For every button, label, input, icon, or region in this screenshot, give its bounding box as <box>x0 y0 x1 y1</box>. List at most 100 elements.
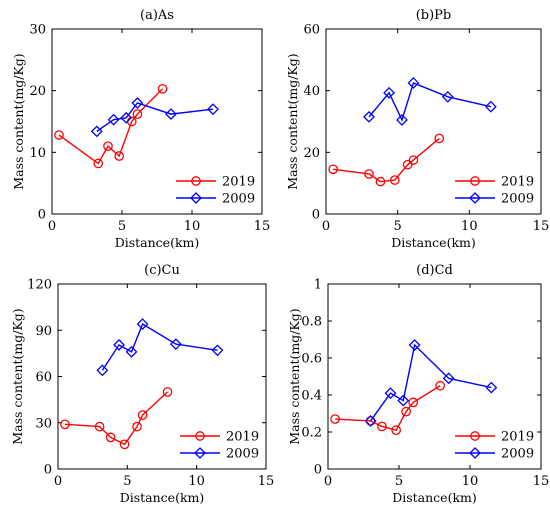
data-point-2009 <box>96 364 109 377</box>
legend-label-2009: 2009 <box>222 192 255 207</box>
data-point-2019 <box>364 169 374 179</box>
series-2009 <box>364 339 498 427</box>
legend-marker-2009 <box>194 447 206 459</box>
data-point-2009 <box>442 372 455 385</box>
series-line-2019 <box>58 88 164 165</box>
y-axis-label: Mass content(mg/Kg) <box>287 308 302 444</box>
data-point-2009 <box>136 318 149 331</box>
data-point-2019 <box>54 130 64 140</box>
data-point-2009 <box>484 100 497 113</box>
legend-marker-2009 <box>469 192 481 204</box>
series-2019 <box>54 83 168 169</box>
panel-title: (b)Pb <box>416 8 452 23</box>
x-axis-label: Distance(km) <box>392 490 477 505</box>
series-2019 <box>60 387 173 450</box>
data-point-2009 <box>107 113 120 126</box>
y-tick-label: 1 <box>314 278 322 293</box>
data-point-2009 <box>408 339 421 351</box>
legend-label-2019: 2019 <box>222 175 255 190</box>
series-line-2009 <box>370 343 492 422</box>
series-2009 <box>90 97 219 138</box>
series-line-2009 <box>101 323 218 371</box>
data-point-2009 <box>125 345 138 358</box>
data-point-2019 <box>328 164 339 175</box>
y-tick-label: 20 <box>303 146 320 161</box>
data-point-2019 <box>94 421 105 432</box>
x-tick-label: 15 <box>254 219 271 234</box>
series-2009 <box>363 77 497 126</box>
y-tick-label: 120 <box>27 278 52 293</box>
data-point-2009 <box>131 97 144 109</box>
x-tick-label: 15 <box>258 474 275 489</box>
x-tick-label: 10 <box>461 219 478 234</box>
data-point-2019 <box>408 155 419 165</box>
series-line-2019 <box>333 137 440 183</box>
y-tick-label: 60 <box>35 370 52 385</box>
y-axis-label: Mass content(mg/Kg) <box>11 53 26 189</box>
plot-frame <box>325 28 542 215</box>
chart-panel-3: 0 5 10 15 0 30 60 90 120 (c)Cu Distance(km) Mass co… <box>10 263 274 505</box>
chart-panel-1: 0 5 10 15 0 10 20 30 (a)As Distance(km) Mass conte… <box>11 8 270 250</box>
y-tick-label: 90 <box>35 324 52 339</box>
chart-panel-4: 0 5 10 15 0 0.2 0.4 0.6 0.8 1 (d)Cd Distance(km) Mas… <box>287 263 549 505</box>
panel-title: (a)As <box>140 8 174 23</box>
y-tick-label: 0.4 <box>301 389 322 404</box>
x-tick-label: 15 <box>533 474 550 489</box>
x-tick-label: 5 <box>395 474 403 489</box>
plot-frame <box>51 28 263 215</box>
series-line-2019 <box>64 391 169 446</box>
x-axis-label: Distance(km) <box>120 490 205 505</box>
data-point-2019 <box>434 133 445 144</box>
data-point-2009 <box>364 414 377 427</box>
data-point-2009 <box>165 108 177 121</box>
series-line-2009 <box>96 102 214 132</box>
data-point-2019 <box>60 419 70 430</box>
data-point-2019 <box>401 406 411 417</box>
data-point-2009 <box>90 125 103 138</box>
legend: 2019 2009 <box>455 175 534 207</box>
legend-label-2019: 2019 <box>501 430 534 445</box>
data-point-2009 <box>397 394 410 407</box>
x-tick-label: 0 <box>324 474 332 489</box>
x-tick-label: 5 <box>123 474 131 489</box>
legend-marker-2019 <box>470 431 480 441</box>
legend-label-2009: 2009 <box>226 447 259 462</box>
legend-label-2009: 2009 <box>501 447 534 462</box>
legend: 2019 2009 <box>180 430 259 462</box>
legend: 2019 2009 <box>455 430 534 462</box>
data-point-2019 <box>132 421 142 432</box>
chart-panel-2: 0 5 10 15 0 20 40 60 (b)Pb Distance(km) Mass conte… <box>285 8 549 250</box>
series-line-2019 <box>335 385 441 431</box>
x-tick-label: 5 <box>118 219 126 234</box>
x-tick-label: 0 <box>322 219 330 234</box>
plot-frame <box>327 283 542 470</box>
data-point-2009 <box>383 86 395 99</box>
y-tick-label: 30 <box>35 416 52 431</box>
data-point-2019 <box>157 83 168 94</box>
data-point-2009 <box>363 110 375 123</box>
panel-title: (d)Cd <box>416 263 453 278</box>
data-point-2019 <box>375 176 386 187</box>
y-tick-label: 0 <box>314 463 322 478</box>
legend-marker-2019 <box>191 176 201 186</box>
data-point-2019 <box>105 432 116 443</box>
y-tick-label: 0 <box>38 208 46 223</box>
y-tick-label: 0.2 <box>301 426 322 441</box>
y-axis-label: Mass content(mg/Kg) <box>10 308 25 444</box>
data-point-2009 <box>485 381 498 394</box>
data-point-2019 <box>391 425 402 435</box>
data-point-2019 <box>435 380 446 391</box>
series-2019 <box>330 380 446 435</box>
y-tick-label: 0 <box>44 463 52 478</box>
y-tick-label: 60 <box>303 23 320 38</box>
data-point-2009 <box>407 77 420 89</box>
data-point-2009 <box>207 103 219 116</box>
data-point-2009 <box>169 338 182 351</box>
data-point-2019 <box>93 158 104 169</box>
data-point-2019 <box>389 175 400 185</box>
data-point-2019 <box>402 159 413 170</box>
legend-marker-2019 <box>470 176 480 186</box>
data-point-2019 <box>408 397 419 408</box>
data-point-2019 <box>377 421 387 432</box>
